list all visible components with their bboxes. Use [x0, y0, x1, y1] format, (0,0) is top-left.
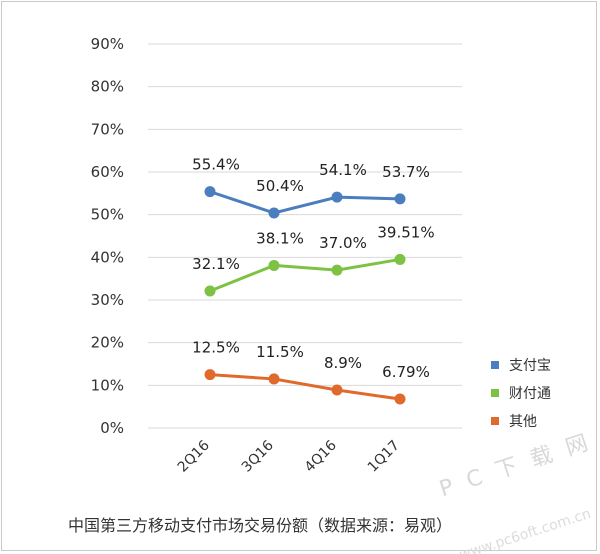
data-point — [331, 264, 343, 276]
data-label: 37.0% — [319, 234, 367, 252]
y-tick-label: 70% — [91, 120, 124, 138]
data-label: 55.4% — [192, 156, 240, 174]
data-point — [204, 369, 216, 381]
data-label: 8.9% — [324, 354, 362, 372]
legend-swatch — [491, 417, 499, 425]
legend-item: 其他 — [491, 414, 537, 430]
y-tick-label: 30% — [91, 291, 124, 309]
y-axis-ticks: 0% 10% 20% 30% 40% 50% 60% 70% 80% 90% — [91, 35, 124, 437]
watermark-url: www.pc6oft.com.cn — [458, 506, 593, 554]
series-line — [209, 373, 401, 401]
series-0: 55.4% 50.4% 54.1% 53.7% — [192, 156, 430, 219]
data-label: 11.5% — [256, 343, 304, 361]
series-line — [209, 190, 401, 215]
legend-swatch — [491, 389, 499, 397]
data-point — [268, 373, 280, 385]
data-point — [204, 285, 216, 297]
legend-item: 财付通 — [491, 386, 551, 402]
data-point — [394, 253, 406, 265]
data-label: 54.1% — [319, 161, 367, 179]
data-label: 38.1% — [256, 229, 304, 247]
series-group: 55.4% 50.4% 54.1% 53.7% 32.1% 38.1% 37.0% 39.51… — [192, 156, 435, 405]
legend-label: 财付通 — [509, 386, 551, 402]
y-tick-label: 40% — [91, 248, 124, 266]
legend-swatch — [491, 361, 499, 369]
data-label: 12.5% — [192, 339, 240, 357]
y-tick-label: 50% — [91, 206, 124, 224]
data-point — [394, 393, 406, 405]
data-label: 53.7% — [382, 163, 430, 181]
legend-item: 支付宝 — [491, 358, 551, 374]
watermark: P C 下 载 网 www.pc6oft.com.cn — [436, 430, 595, 554]
chart-caption: 中国第三方移动支付市场交易份额（数据来源：易观） — [68, 516, 453, 535]
gridlines — [148, 43, 462, 429]
y-tick-label: 10% — [91, 376, 124, 394]
series-line — [209, 257, 401, 293]
x-tick-label: 1Q17 — [365, 438, 403, 476]
series-2: 12.5% 11.5% 8.9% 6.79% — [192, 339, 430, 405]
y-tick-label: 60% — [91, 163, 124, 181]
x-tick-label: 2Q16 — [175, 437, 213, 475]
legend-label: 其他 — [509, 414, 537, 430]
data-point — [394, 193, 406, 205]
legend-label: 支付宝 — [509, 358, 551, 374]
data-point — [331, 384, 343, 396]
data-label: 32.1% — [192, 255, 240, 273]
y-tick-label: 80% — [91, 78, 124, 96]
watermark-text: P C 下 载 网 — [436, 430, 595, 503]
series-1: 32.1% 38.1% 37.0% 39.51% — [192, 223, 435, 297]
x-tick-label: 3Q16 — [239, 437, 277, 475]
data-label: 39.51% — [377, 223, 434, 241]
y-tick-label: 0% — [100, 419, 124, 437]
data-label: 50.4% — [256, 177, 304, 195]
data-point — [331, 191, 343, 203]
y-tick-label: 20% — [91, 334, 124, 352]
x-axis-ticks: 2Q16 3Q16 4Q16 1Q17 — [175, 437, 403, 475]
data-label: 6.79% — [382, 363, 430, 381]
data-point — [268, 207, 280, 219]
y-tick-label: 90% — [91, 35, 124, 53]
data-point — [268, 259, 280, 271]
data-point — [204, 186, 216, 198]
x-tick-label: 4Q16 — [302, 437, 340, 475]
